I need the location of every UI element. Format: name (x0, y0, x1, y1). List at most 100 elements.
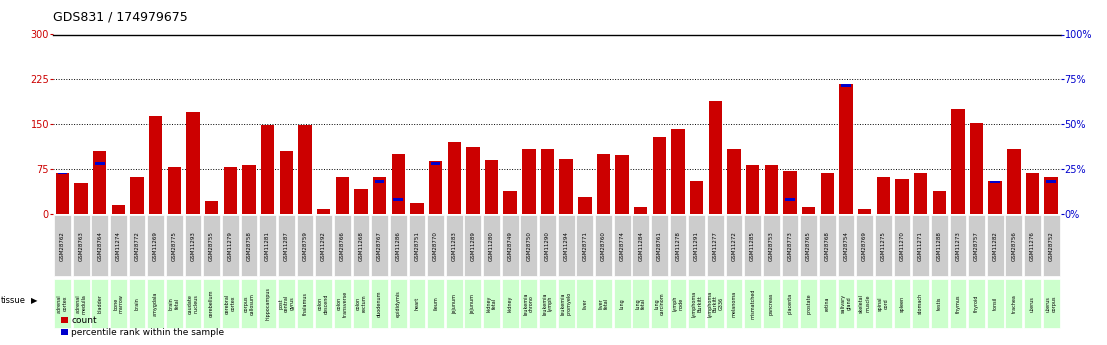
Bar (58, 173, 68, 175)
Text: epididymis: epididymis (396, 290, 401, 317)
Bar (354, 189, 368, 214)
Bar (578, 197, 591, 214)
Bar (559, 159, 572, 214)
Text: GSM28760: GSM28760 (601, 231, 606, 261)
Text: GSM11292: GSM11292 (321, 231, 327, 261)
Bar (315, 215, 332, 276)
Text: GSM28749: GSM28749 (508, 231, 513, 261)
Text: GSM28770: GSM28770 (433, 231, 438, 261)
Text: GDS831 / 174979675: GDS831 / 174979675 (53, 10, 188, 23)
Bar (371, 215, 387, 276)
Text: lung: lung (620, 298, 624, 309)
Text: GSM11287: GSM11287 (283, 231, 289, 261)
Bar (670, 279, 686, 328)
Bar (989, 181, 1002, 214)
Bar (969, 215, 985, 276)
Text: bone
marrow: bone marrow (113, 294, 124, 313)
Bar (166, 279, 183, 328)
Text: duodenum: duodenum (377, 290, 382, 317)
Text: bladder: bladder (97, 294, 102, 313)
Bar (726, 279, 743, 328)
Text: GSM11275: GSM11275 (881, 231, 886, 261)
Bar (1005, 215, 1022, 276)
Text: GSM28752: GSM28752 (1048, 231, 1054, 261)
Text: placenta: placenta (787, 293, 793, 314)
Text: spinal
cord: spinal cord (878, 296, 889, 311)
Text: GSM28756: GSM28756 (1012, 231, 1016, 261)
Bar (128, 279, 145, 328)
Text: retina: retina (825, 296, 830, 311)
Text: pancreas: pancreas (769, 293, 774, 315)
Text: colon
rectum: colon rectum (355, 295, 366, 313)
Text: GSM11281: GSM11281 (266, 231, 270, 261)
Text: GSM11286: GSM11286 (396, 231, 401, 261)
Bar (841, 83, 851, 87)
Bar (186, 112, 199, 214)
Bar (390, 279, 406, 328)
Text: GSM28755: GSM28755 (209, 231, 214, 261)
Text: liver
fetal: liver fetal (598, 298, 609, 309)
Bar (596, 215, 612, 276)
Bar (112, 205, 125, 214)
Bar (54, 215, 71, 276)
Bar (875, 279, 891, 328)
Text: stomach: stomach (918, 293, 923, 314)
Text: brain
fetal: brain fetal (169, 297, 179, 310)
Bar (54, 279, 71, 328)
Text: GSM28754: GSM28754 (844, 231, 848, 261)
Text: GSM11283: GSM11283 (452, 231, 457, 261)
Text: GSM28769: GSM28769 (862, 231, 867, 261)
Bar (727, 149, 741, 214)
Text: liver: liver (582, 298, 588, 309)
Bar (147, 279, 164, 328)
Bar (708, 101, 722, 214)
Text: GSM11284: GSM11284 (639, 231, 643, 261)
Bar (297, 279, 313, 328)
Text: tissue: tissue (1, 296, 27, 305)
Bar (259, 215, 276, 276)
Bar (539, 279, 556, 328)
Bar (839, 83, 852, 214)
Bar (465, 279, 482, 328)
Text: testis: testis (937, 297, 942, 310)
Text: GSM11274: GSM11274 (116, 231, 121, 261)
Text: GSM28771: GSM28771 (582, 231, 588, 261)
Text: GSM11290: GSM11290 (545, 231, 550, 261)
Bar (298, 125, 312, 214)
Bar (763, 215, 779, 276)
Text: GSM11278: GSM11278 (675, 231, 681, 261)
Text: GSM11288: GSM11288 (937, 231, 942, 261)
Bar (912, 279, 929, 328)
Bar (73, 215, 90, 276)
Bar (131, 177, 144, 214)
Bar (501, 279, 518, 328)
Bar (1043, 215, 1059, 276)
Bar (931, 215, 948, 276)
Bar (242, 165, 256, 214)
Bar (800, 279, 817, 328)
Text: GSM28773: GSM28773 (787, 231, 793, 261)
Bar (315, 279, 332, 328)
Text: GSM28774: GSM28774 (620, 231, 624, 261)
Bar (431, 162, 441, 166)
Bar (204, 279, 220, 328)
Bar (335, 177, 349, 214)
Text: skeletal
muscle: skeletal muscle (859, 294, 870, 313)
Text: post
central
gyrus: post central gyrus (278, 295, 294, 312)
Bar (334, 215, 351, 276)
Text: GSM28764: GSM28764 (97, 231, 102, 261)
Bar (950, 279, 966, 328)
Bar (785, 198, 795, 201)
Text: salivary
gland: salivary gland (840, 294, 851, 313)
Bar (950, 215, 966, 276)
Bar (914, 173, 928, 214)
Bar (932, 191, 946, 214)
Text: GSM11291: GSM11291 (694, 231, 700, 261)
Text: thalamus: thalamus (302, 292, 308, 315)
Text: GSM11293: GSM11293 (190, 231, 196, 261)
Text: GSM11294: GSM11294 (563, 231, 569, 261)
Bar (205, 201, 218, 214)
Bar (689, 279, 705, 328)
Bar (392, 154, 405, 214)
Text: GSM11280: GSM11280 (489, 231, 494, 261)
